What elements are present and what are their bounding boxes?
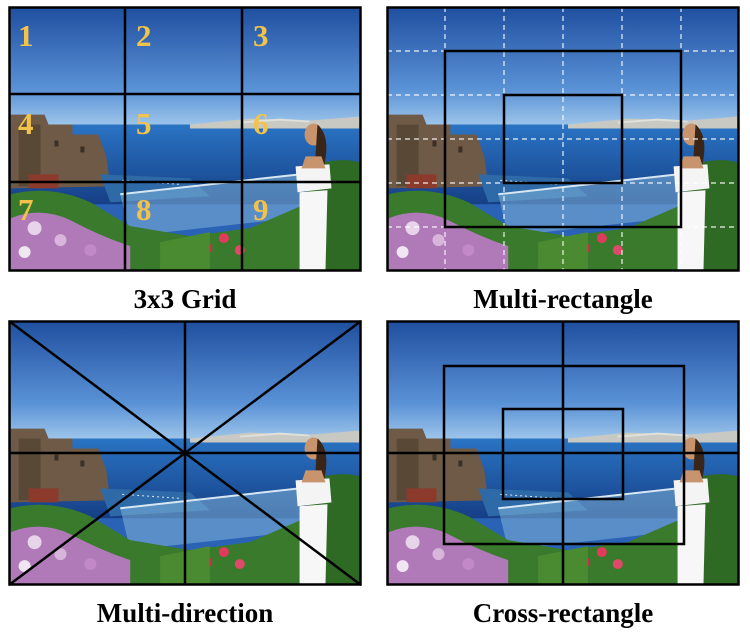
caption-3x3-grid: 3x3 Grid [133, 284, 237, 314]
cross-inner-rectangle [501, 407, 625, 501]
cell-number-2: 2 [136, 18, 152, 53]
multi-rectangle-frame [386, 6, 740, 272]
panel-3x3-grid: 1 2 3 4 5 6 7 8 9 3x3 Grid [8, 6, 362, 314]
caption-cross-rectangle: Cross-rectangle [472, 598, 654, 628]
caption-multi-direction: Multi-direction [96, 598, 274, 628]
multi-rectangle-photo [386, 6, 740, 272]
caption-multi-rectangle: Multi-rectangle [473, 284, 653, 314]
cell-number-9: 9 [253, 192, 269, 227]
diagonal-line-2 [8, 320, 362, 586]
cell-number-8: 8 [136, 192, 152, 227]
panel-multi-direction: Multi-direction [8, 320, 362, 632]
cell-number-3: 3 [253, 18, 269, 53]
cell-number-7: 7 [18, 192, 34, 227]
cross-rectangle-photo [386, 320, 740, 586]
panel-multi-rectangle: Multi-rectangle [386, 6, 740, 314]
outer-rectangle [443, 49, 683, 229]
panel-cross-rectangle: Cross-rectangle [386, 320, 740, 632]
multi-direction-photo [8, 320, 362, 586]
cell-number-6: 6 [253, 106, 269, 141]
cell-number-4: 4 [18, 106, 34, 141]
grid-photo: 1 2 3 4 5 6 7 8 9 [8, 6, 362, 272]
cell-number-5: 5 [136, 106, 152, 141]
cell-number-1: 1 [18, 18, 34, 53]
inner-rectangle [502, 93, 624, 185]
grid-frame [8, 6, 362, 272]
cross-outer-rectangle [442, 364, 686, 546]
